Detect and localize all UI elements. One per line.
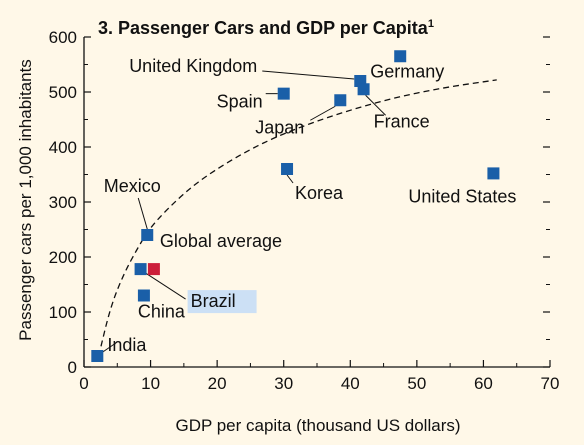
- point-global-average: [147, 263, 160, 276]
- chart-title: 3. Passenger Cars and GDP per Capita1: [98, 18, 434, 38]
- y-tick-label: 100: [49, 303, 77, 322]
- chart-title-text: 3. Passenger Cars and GDP per Capita: [98, 18, 429, 38]
- point-brazil: [134, 263, 147, 276]
- leader-lines: [101, 70, 386, 354]
- leader-korea: [286, 174, 294, 184]
- y-tick-label: 300: [49, 193, 77, 212]
- label-japan: Japan: [255, 117, 304, 137]
- trend-line-group: [98, 79, 497, 357]
- point-korea: [281, 163, 294, 175]
- point-japan: [334, 94, 347, 107]
- label-china: China: [138, 302, 186, 322]
- leader-france: [365, 94, 386, 116]
- x-tick-label: 20: [208, 374, 227, 393]
- label-brazil: Brazil: [191, 291, 236, 311]
- leader-brazil: [145, 272, 186, 300]
- chart-title-superscript: 1: [428, 18, 434, 30]
- label-germany: Germany: [370, 61, 444, 81]
- point-mexico: [141, 229, 154, 241]
- leader-india: [101, 341, 118, 354]
- label-united-states: United States: [408, 186, 516, 206]
- point-united-states: [487, 167, 500, 180]
- trend-line: [98, 79, 497, 357]
- x-axis-label: GDP per capita (thousand US dollars): [175, 416, 460, 435]
- label-global-average: Global average: [160, 231, 282, 251]
- label-india: India: [107, 335, 147, 355]
- x-tick-label: 50: [407, 374, 426, 393]
- leader-japan: [310, 105, 336, 121]
- label-mexico: Mexico: [104, 176, 161, 196]
- x-tick-label: 40: [341, 374, 360, 393]
- axes: 0 100 200 300 400 500 600 0 10 20 30 40 50 60 70: [49, 28, 560, 393]
- x-tick-label: 0: [79, 374, 88, 393]
- leader-mexico: [137, 197, 148, 230]
- x-tick-label: 70: [541, 374, 560, 393]
- point-spain: [277, 87, 290, 100]
- label-united-kingdom: United Kingdom: [129, 56, 257, 76]
- x-tick-label: 10: [141, 374, 160, 393]
- point-france: [357, 83, 370, 96]
- point-india: [91, 350, 104, 362]
- y-tick-label: 500: [49, 83, 77, 102]
- label-spain: Spain: [217, 92, 263, 112]
- leader-united-kingdom: [262, 70, 355, 80]
- label-highlight-brazil: [187, 290, 257, 314]
- y-tick-label: 600: [49, 28, 77, 47]
- x-tick-label: 30: [274, 374, 293, 393]
- y-axis-label: Passenger cars per 1,000 inhabitants: [16, 59, 35, 341]
- label-france: France: [374, 111, 430, 131]
- point-germany: [394, 50, 407, 63]
- data-points: [91, 50, 500, 362]
- point-china: [137, 289, 150, 302]
- x-tick-label: 60: [474, 374, 493, 393]
- y-tick-label: 400: [49, 138, 77, 157]
- label-korea: Korea: [295, 183, 344, 203]
- y-tick-label: 200: [49, 248, 77, 267]
- y-tick-label: 0: [68, 358, 77, 377]
